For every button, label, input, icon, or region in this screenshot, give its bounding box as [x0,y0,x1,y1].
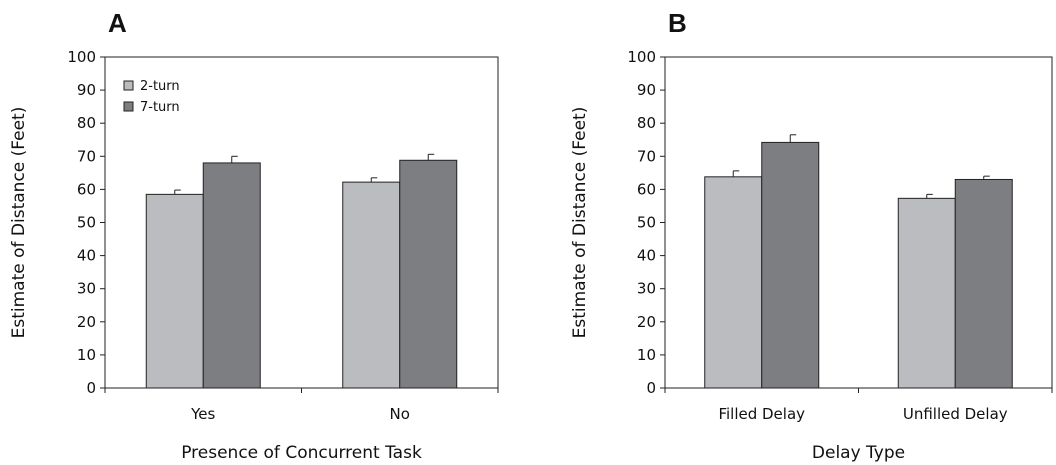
y-tick-label: 0 [646,379,656,397]
bar-7-turn-unfilled-delay [954,178,1013,389]
x-axis-label: Presence of Concurrent Task [181,443,422,463]
y-tick-label: 50 [77,214,96,232]
legend: 2-turn 7-turn [123,79,180,115]
y-tick-label: 30 [77,280,96,298]
legend-swatch-7-turn [123,101,134,112]
chart-panel-a: A 0 10 20 30 40 50 60 70 80 90 100 Yes No Presence of … [9,8,499,463]
y-axis-label: Estimate of Distance (Feet) [570,107,590,339]
bar-2-turn-unfilled-delay [897,197,956,389]
bar-2-turn-no [342,181,401,389]
y-tick-label: 70 [77,147,96,165]
y-tick-label: 40 [637,247,656,265]
y-tick-label: 90 [637,81,656,99]
y-tick-label: 10 [637,346,656,364]
y-tick-label: 60 [77,180,96,198]
x-tick-label: Filled Delay [718,405,805,423]
y-tick-label: 100 [67,48,96,66]
y-tick-label: 90 [77,81,96,99]
y-tick-label: 20 [77,313,96,331]
y-tick-label: 0 [86,379,96,397]
panel-label: B [668,8,687,38]
x-tick-label: No [390,405,410,423]
bar-2-turn-filled-delay [704,176,763,389]
y-tick-label: 30 [637,280,656,298]
bar-7-turn-yes [202,162,261,389]
y-tick-label: 100 [627,48,656,66]
bar-2-turn-yes [145,193,204,389]
y-axis-label: Estimate of Distance (Feet) [9,107,29,339]
bar-7-turn-filled-delay [761,141,820,389]
x-axis-label: Delay Type [812,443,905,463]
x-tick-label: Yes [190,405,215,423]
x-tick-label: Unfilled Delay [903,405,1008,423]
y-tick-label: 40 [77,247,96,265]
legend-label: 7-turn [140,100,180,115]
legend-label: 2-turn [140,79,180,94]
panel-label: A [108,8,127,38]
y-tick-label: 20 [637,313,656,331]
y-tick-label: 80 [77,114,96,132]
y-tick-label: 60 [637,180,656,198]
y-tick-label: 70 [637,147,656,165]
y-tick-label: 10 [77,346,96,364]
bar-7-turn-no [399,159,458,389]
y-tick-label: 50 [637,214,656,232]
legend-swatch-2-turn [123,80,134,91]
chart-panel-b: B 0 10 20 30 40 50 60 70 80 90 100 Filled Delay Unfil… [570,8,1053,463]
y-tick-label: 80 [637,114,656,132]
